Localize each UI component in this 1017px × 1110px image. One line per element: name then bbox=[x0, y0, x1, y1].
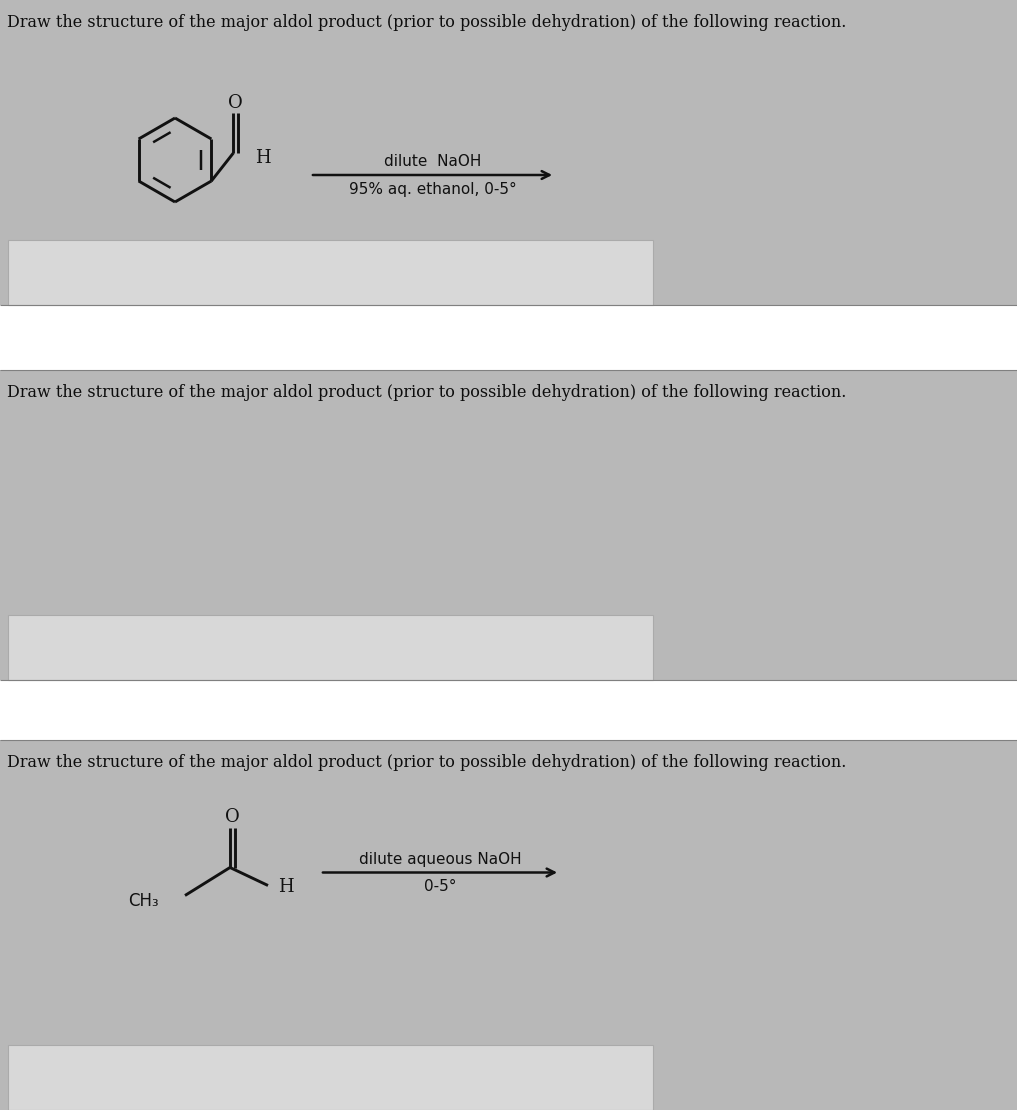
Bar bbox=[0, 740, 1017, 1110]
Bar bbox=[8, 615, 653, 680]
Bar bbox=[8, 1045, 653, 1110]
Bar bbox=[0, 305, 1017, 370]
Text: H: H bbox=[278, 878, 294, 897]
Bar bbox=[0, 370, 1017, 680]
Bar bbox=[8, 240, 653, 305]
Text: Draw the structure of the major aldol product (prior to possible dehydration) of: Draw the structure of the major aldol pr… bbox=[7, 384, 846, 401]
Text: 0-5°: 0-5° bbox=[424, 879, 457, 894]
Text: O: O bbox=[228, 94, 243, 112]
Text: Draw the structure of the major aldol product (prior to possible dehydration) of: Draw the structure of the major aldol pr… bbox=[7, 754, 846, 771]
Bar bbox=[0, 0, 1017, 305]
Text: dilute aqueous NaOH: dilute aqueous NaOH bbox=[359, 852, 522, 867]
Text: CH₃: CH₃ bbox=[128, 891, 159, 909]
Text: H: H bbox=[255, 149, 271, 166]
Bar bbox=[0, 680, 1017, 740]
Text: Draw the structure of the major aldol product (prior to possible dehydration) of: Draw the structure of the major aldol pr… bbox=[7, 14, 846, 31]
Text: 95% aq. ethanol, 0-5°: 95% aq. ethanol, 0-5° bbox=[349, 182, 517, 196]
Text: O: O bbox=[225, 808, 239, 827]
Text: dilute  NaOH: dilute NaOH bbox=[383, 154, 481, 170]
